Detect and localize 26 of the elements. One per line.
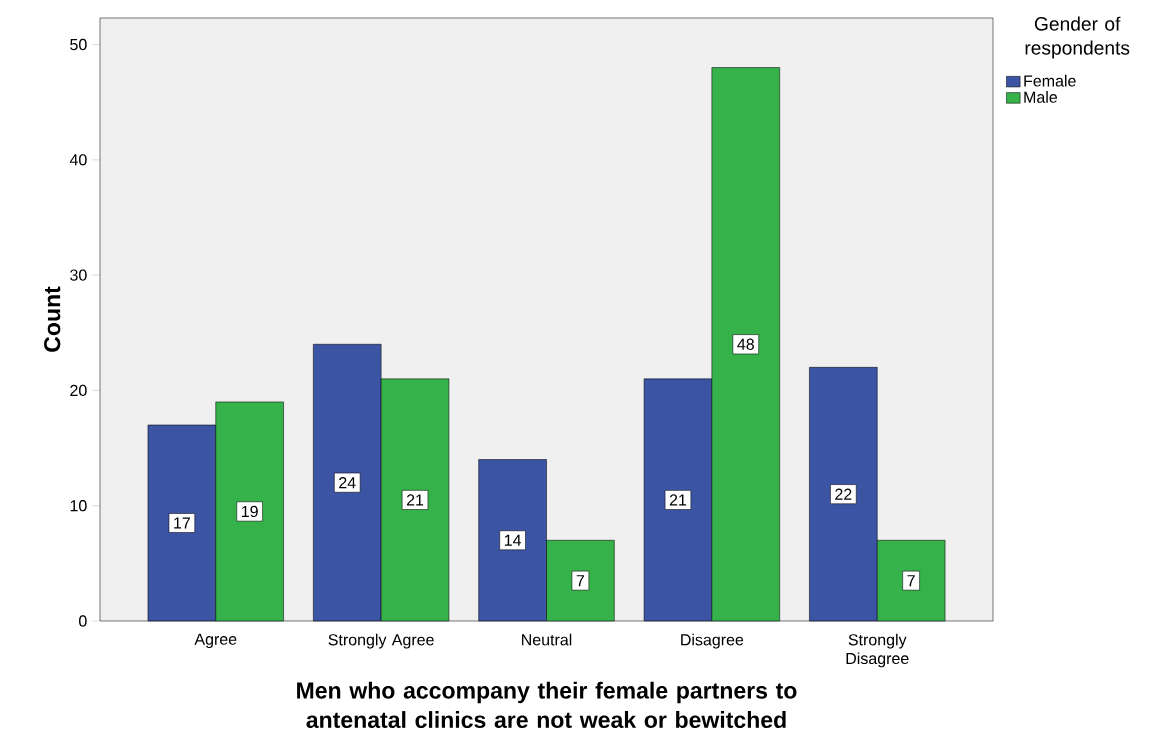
y-tick-label: 50 [70, 38, 87, 50]
legend-title: Gender of respondents [1025, 16, 1130, 59]
x-tick-label: Disagree [681, 633, 744, 649]
data-label: 21 [669, 494, 687, 506]
legend-label: Female [1024, 74, 1076, 87]
x-tick-label: Neutral [522, 633, 572, 646]
y-tick-label: 10 [70, 499, 87, 512]
x-tick-label: Strongly Disagree [846, 633, 909, 668]
data-label: 7 [576, 574, 585, 586]
data-label: 21 [406, 494, 424, 506]
data-label: 14 [504, 534, 522, 546]
data-label: 19 [241, 505, 258, 517]
y-tick-label: 20 [70, 384, 87, 396]
data-label: 24 [339, 476, 356, 488]
data-label: 22 [835, 488, 852, 500]
x-tick-label: Agree [194, 633, 237, 648]
x-axis-title: Men who accompany their female partners to antenatal clinics are not weak or bewitched [297, 681, 797, 728]
y-axis-title: Count [44, 286, 61, 352]
y-tick-label: 30 [70, 269, 87, 281]
data-label: 48 [737, 338, 754, 350]
legend-label: Male [1024, 90, 1058, 103]
y-tick-label: 0 [79, 615, 87, 627]
x-tick-label: Strongly Agree [328, 633, 434, 649]
data-label: 17 [174, 517, 190, 529]
y-tick-label: 40 [69, 153, 87, 166]
data-label: 7 [907, 574, 915, 586]
